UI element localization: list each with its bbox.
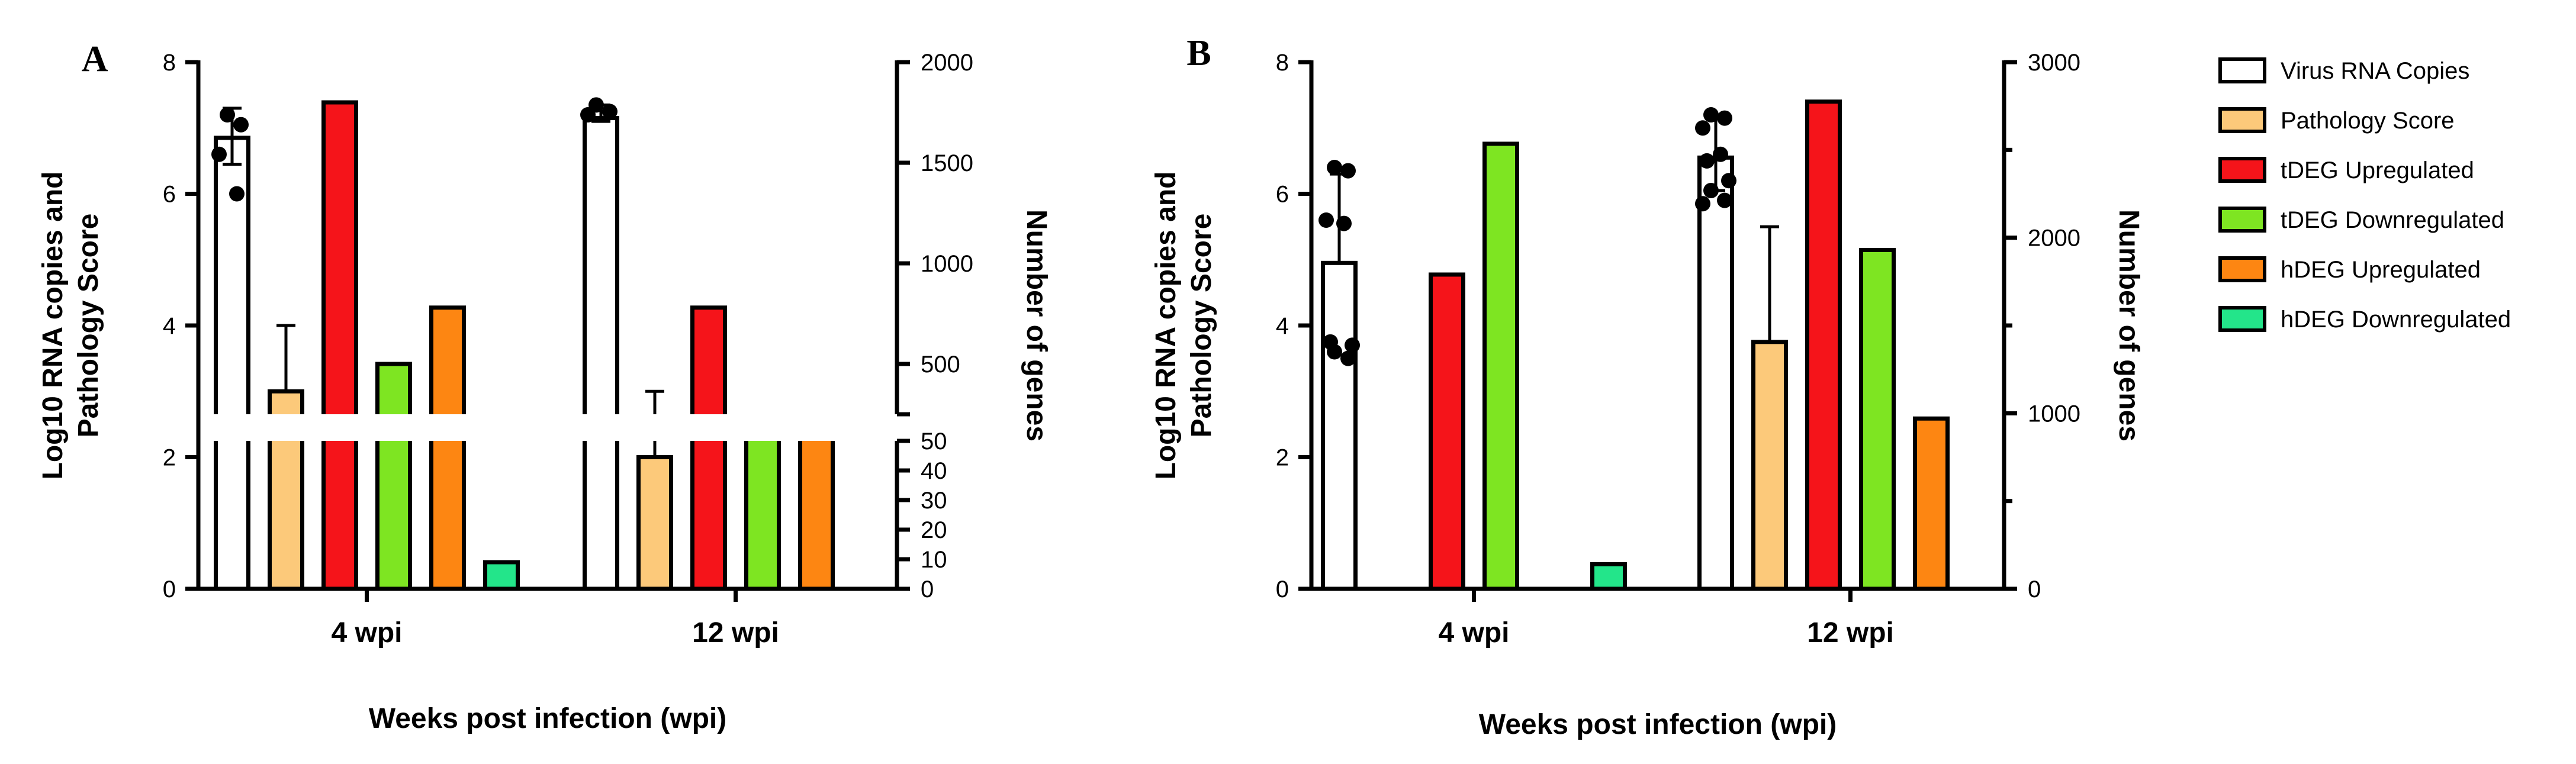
- left-tick-label: 4: [163, 313, 176, 339]
- data-point: [1713, 146, 1728, 162]
- right-tick-label: 2000: [921, 50, 973, 76]
- bar: [375, 362, 412, 591]
- left-tick-label: 2: [163, 445, 176, 471]
- axis-break-gap: [202, 414, 897, 441]
- legend-swatch: [2218, 107, 2266, 133]
- y-axis-title-line2: Pathology Score: [73, 214, 104, 438]
- right-tick-label: 0: [921, 576, 934, 602]
- left-tick-label: 6: [163, 182, 176, 208]
- data-point: [580, 107, 596, 123]
- bar: [1429, 272, 1465, 591]
- panel-letter: B: [1186, 33, 1211, 73]
- left-tick-label: 4: [1276, 313, 1289, 339]
- data-point: [1703, 182, 1719, 198]
- legend-label: hDEG Upregulated: [2281, 257, 2481, 283]
- data-point: [233, 117, 249, 133]
- right-tick-label: 0: [2028, 576, 2041, 602]
- panel-letter: A: [82, 39, 108, 79]
- data-point: [229, 186, 245, 202]
- bar: [690, 305, 727, 591]
- data-point: [1717, 192, 1732, 208]
- bar: [1697, 155, 1734, 591]
- x-tick-label: 12 wpi: [692, 617, 779, 649]
- y2-axis-title: Number of genes: [1021, 209, 1052, 441]
- bar: [1751, 340, 1788, 591]
- legend-label: tDEG Downregulated: [2281, 207, 2504, 233]
- right-tick-label: 1000: [921, 251, 973, 277]
- data-point: [1699, 153, 1715, 169]
- y2-axis-title: Number of genes: [2113, 209, 2144, 441]
- left-tick-label: 6: [1276, 182, 1289, 208]
- bar: [583, 116, 619, 591]
- bar: [483, 560, 520, 591]
- bar: [1482, 141, 1519, 591]
- legend-label: Pathology Score: [2281, 108, 2455, 134]
- panel-b-chart: B 0 2 4 6 8 4 wpi 12 wpi 0 1000 2000 3000 Log10 RNA …: [1150, 33, 2144, 740]
- data-point: [1340, 163, 1356, 179]
- legend-swatch: [2218, 57, 2266, 83]
- data-point: [1695, 120, 1710, 136]
- left-tick-label: 0: [1276, 576, 1289, 602]
- x-tick-label: 4 wpi: [331, 617, 402, 649]
- legend-label: tDEG Upregulated: [2281, 157, 2474, 183]
- data-point: [1703, 107, 1719, 123]
- bar: [636, 455, 673, 591]
- bar: [1590, 562, 1627, 591]
- left-tick-label: 2: [1276, 445, 1289, 471]
- legend: Virus RNA Copies Pathology Score tDEG Upre…: [2218, 57, 2511, 333]
- right-tick-label: 1500: [921, 150, 973, 176]
- bar: [744, 418, 781, 591]
- x-axis-title: Weeks post infection (wpi): [1479, 709, 1837, 740]
- right-tick-label: 30: [921, 488, 947, 514]
- bar: [798, 416, 835, 591]
- legend-label: hDEG Downregulated: [2281, 307, 2511, 333]
- right-tick-label: 10: [921, 547, 947, 573]
- data-point: [1336, 215, 1352, 231]
- left-tick-label: 0: [163, 576, 176, 602]
- data-point: [1318, 212, 1334, 228]
- y-axis-title-line1: Log10 RNA copies and: [1150, 172, 1182, 480]
- right-tick-label: 40: [921, 458, 947, 484]
- bar: [321, 100, 358, 591]
- bar: [1913, 416, 1950, 591]
- right-tick-label: 1000: [2028, 401, 2080, 427]
- data-point: [1340, 350, 1356, 366]
- bar: [1859, 247, 1896, 591]
- legend-swatch: [2218, 256, 2266, 282]
- y-axis-title-line1: Log10 RNA copies and: [37, 172, 69, 480]
- left-tick-label: 8: [1276, 50, 1289, 76]
- data-point: [1717, 110, 1732, 126]
- bar: [214, 136, 250, 591]
- y-axis-title-line2: Pathology Score: [1186, 214, 1217, 438]
- right-tick-label: 50: [921, 428, 947, 454]
- data-point: [1721, 173, 1736, 189]
- bar: [429, 305, 466, 591]
- data-point: [1327, 160, 1342, 175]
- data-point: [211, 146, 227, 162]
- panel-a-chart: A 0 2 4 6 8 4 wpi 12 wpi 500 1000 1500 2000 0 10 20 30 4…: [37, 39, 1052, 734]
- right-tick-label: 3000: [2028, 50, 2080, 76]
- data-point: [1327, 344, 1342, 360]
- left-tick-label: 8: [163, 50, 176, 76]
- data-point: [220, 107, 235, 123]
- data-point: [1345, 337, 1360, 353]
- x-tick-label: 12 wpi: [1807, 617, 1894, 649]
- data-point: [1695, 196, 1710, 212]
- legend-swatch: [2218, 306, 2266, 332]
- right-tick-label: 2000: [2028, 225, 2080, 252]
- bar: [1805, 99, 1842, 591]
- bar: [1321, 260, 1358, 591]
- data-point: [602, 104, 618, 120]
- legend-swatch: [2218, 157, 2266, 183]
- x-axis-title: Weeks post infection (wpi): [369, 703, 727, 734]
- legend-label: Virus RNA Copies: [2281, 58, 2469, 84]
- x-tick-label: 4 wpi: [1438, 617, 1509, 649]
- right-tick-label: 500: [921, 352, 960, 378]
- right-tick-label: 20: [921, 517, 947, 543]
- legend-swatch: [2218, 207, 2266, 233]
